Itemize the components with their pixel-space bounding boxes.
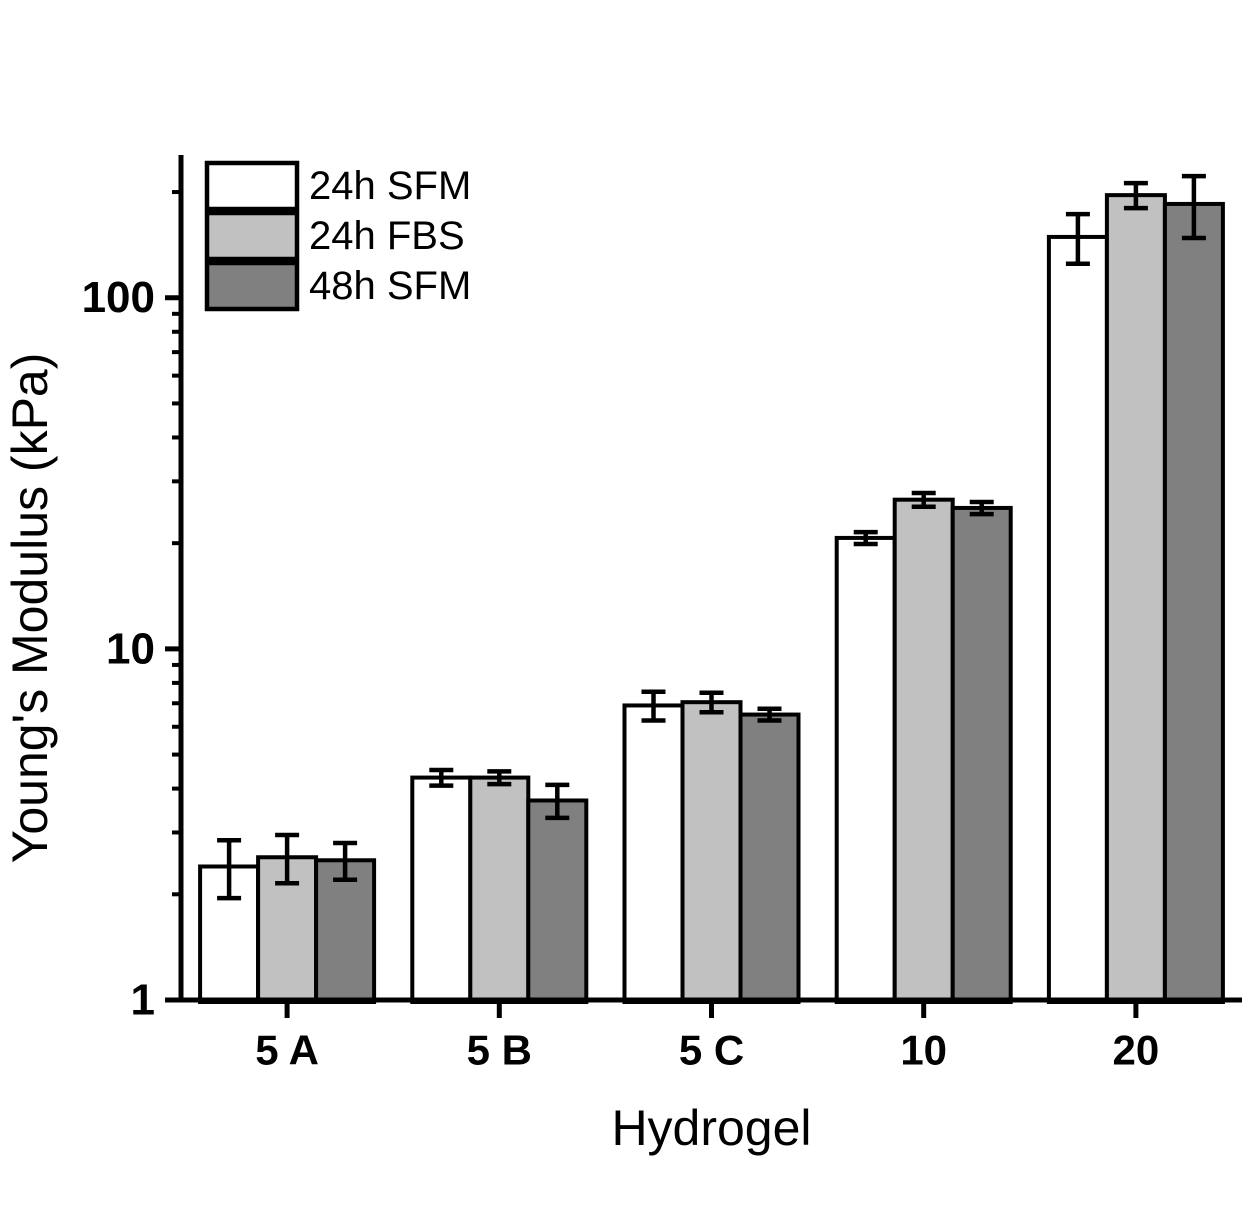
x-tick-label-20: 20 (1113, 1027, 1160, 1074)
error-bar-24h-fbs-5-b (487, 769, 512, 787)
x-tick-label-5-c: 5 C (679, 1027, 744, 1074)
legend-swatch-24h-fbs (204, 210, 300, 262)
x-tick-label-5-a: 5 A (255, 1027, 319, 1074)
legend-swatch-24h-sfm (204, 160, 300, 212)
error-bar-48h-sfm-20 (1181, 173, 1206, 241)
y-tick-label-10: 10 (106, 624, 155, 673)
error-bar-48h-sfm-10 (969, 499, 994, 517)
bar-24h-fbs-5-c (680, 700, 743, 1004)
bar-48h-sfm-5-b (526, 798, 589, 1004)
bar-48h-sfm-20 (1162, 201, 1225, 1004)
bar-24h-sfm-5-c (622, 703, 685, 1005)
error-bar-24h-fbs-5-a (275, 832, 300, 886)
bar-24h-sfm-5-b (410, 775, 473, 1004)
bar-24h-fbs-5-b (468, 775, 531, 1004)
bar-48h-sfm-10 (950, 505, 1013, 1004)
error-bar-24h-sfm-10 (853, 529, 878, 547)
bar-24h-sfm-10 (834, 535, 897, 1005)
error-bar-24h-fbs-5-c (699, 690, 724, 715)
x-tick-label-5-b: 5 B (467, 1027, 532, 1074)
error-bar-24h-fbs-10 (911, 490, 936, 509)
y-tick-label-100: 100 (82, 273, 155, 322)
error-bar-48h-sfm-5-a (333, 840, 358, 883)
bar-48h-sfm-5-c (738, 712, 801, 1004)
error-bar-24h-fbs-20 (1123, 180, 1148, 211)
x-tick-label-10: 10 (900, 1027, 947, 1074)
error-bar-24h-sfm-20 (1065, 211, 1090, 266)
error-bar-24h-sfm-5-b (429, 767, 454, 788)
legend-label-24h-sfm: 24h SFM (309, 164, 471, 208)
error-bar-48h-sfm-5-b (545, 782, 570, 821)
x-axis-title: Hydrogel (611, 1100, 811, 1156)
legend-label-48h-sfm: 48h SFM (309, 264, 471, 308)
legend-label-24h-fbs: 24h FBS (309, 214, 465, 258)
bar-48h-sfm-5-a (314, 858, 377, 1004)
bar-24h-fbs-20 (1104, 193, 1167, 1004)
bar-24h-fbs-10 (892, 497, 955, 1004)
legend-swatch-48h-sfm (204, 260, 300, 312)
error-bar-48h-sfm-5-c (757, 706, 782, 723)
bar-24h-sfm-20 (1046, 234, 1109, 1004)
y-tick-label-1: 1 (131, 976, 155, 1025)
y-axis-title: Young's Modulus (kPa) (2, 353, 58, 864)
error-bar-24h-sfm-5-c (641, 689, 666, 723)
error-bar-24h-sfm-5-a (217, 838, 242, 901)
